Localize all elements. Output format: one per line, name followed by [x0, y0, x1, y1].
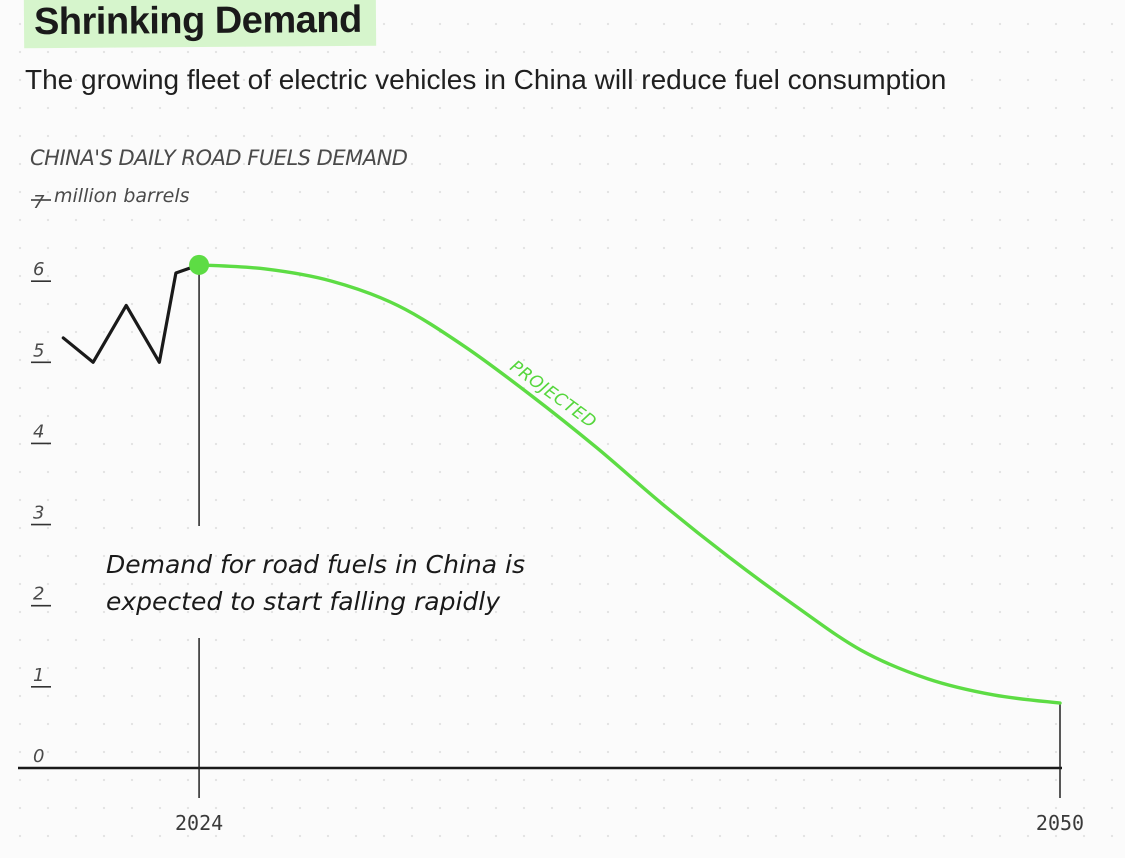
y-tick-label: 0 [33, 746, 44, 767]
y-tick-label: 6 [33, 259, 44, 280]
y-tick-label: 3 [33, 503, 44, 524]
y-tick-label: 2 [33, 584, 44, 605]
projected-label: PROJECTED [506, 357, 600, 433]
data-point-2024 [189, 254, 210, 275]
y-tick-label: 4 [33, 421, 44, 442]
y-unit-label: million barrels [54, 185, 190, 207]
annotation: Demand for road fuels in China is expect… [106, 546, 536, 620]
annotation-line-1: Demand for road fuels in China is [106, 550, 526, 579]
y-tick-label: 5 [33, 340, 44, 361]
chart-title: CHINA'S DAILY ROAD FUELS DEMAND [30, 146, 408, 170]
subtitle: The growing fleet of electric vehicles i… [25, 64, 947, 95]
annotation-line-2: expected to start falling rapidly [106, 587, 501, 616]
x-tick-label: 2024 [175, 811, 223, 835]
x-tick-label: 2050 [1036, 811, 1084, 835]
series-projected-line [197, 263, 1062, 705]
series-historical-line [61, 263, 201, 364]
y-tick-label: 1 [33, 665, 44, 686]
y-tick-label: 7 [33, 192, 45, 213]
